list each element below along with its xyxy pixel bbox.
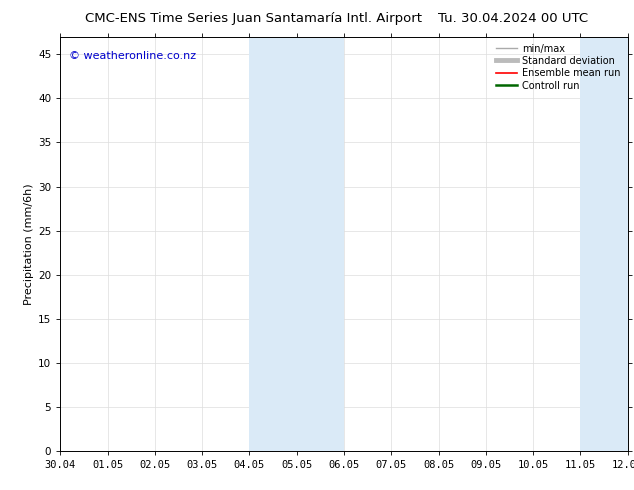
Text: Tu. 30.04.2024 00 UTC: Tu. 30.04.2024 00 UTC [439, 12, 588, 25]
Y-axis label: Precipitation (mm/6h): Precipitation (mm/6h) [24, 183, 34, 305]
Text: © weatheronline.co.nz: © weatheronline.co.nz [68, 51, 196, 61]
Legend: min/max, Standard deviation, Ensemble mean run, Controll run: min/max, Standard deviation, Ensemble me… [494, 42, 623, 93]
Bar [580, 37, 628, 451]
Bar [297, 37, 344, 451]
Bar [249, 37, 297, 451]
Text: CMC-ENS Time Series Juan Santamaría Intl. Airport: CMC-ENS Time Series Juan Santamaría Intl… [85, 12, 422, 25]
